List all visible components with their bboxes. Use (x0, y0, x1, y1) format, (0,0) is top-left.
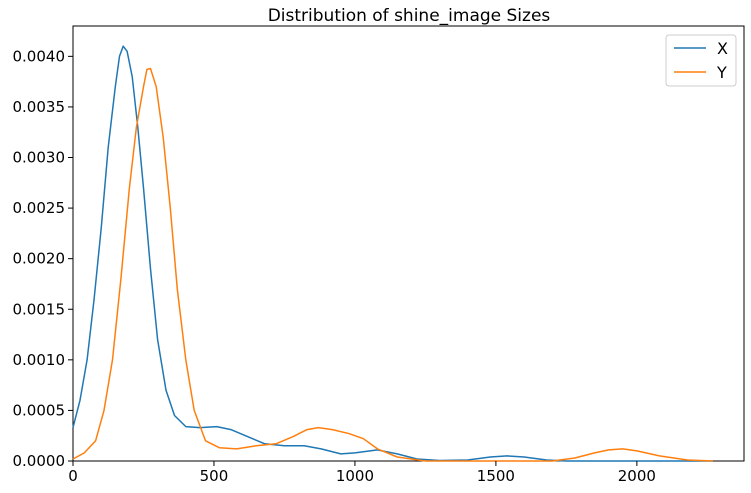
series-group (72, 45, 714, 462)
y-tick-label: 0.0030 (13, 149, 66, 167)
y-tick-label: 0.0010 (13, 351, 66, 369)
y-tick-label: 0.0015 (13, 300, 66, 318)
series-line-y (72, 67, 714, 462)
y-tick-label: 0.0035 (13, 98, 66, 116)
y-axis: 0.0000 0.0005 0.0010 0.0015 0.0020 0.0025 0.00… (13, 47, 73, 470)
y-tick-label: 0.0025 (13, 199, 66, 217)
chart-title: Distribution of shine_image Sizes (268, 6, 551, 26)
y-tick-label: 0.0020 (13, 250, 66, 268)
legend-label-y: Y (716, 63, 727, 82)
series-line-x (72, 45, 713, 462)
x-tick-label: 0 (68, 467, 78, 485)
y-tick-label: 0.0040 (13, 47, 66, 65)
y-tick-label: 0.0000 (13, 452, 66, 470)
plot-area-frame (72, 25, 745, 462)
y-tick-label: 0.0005 (13, 401, 66, 419)
x-tick-label: 1000 (336, 467, 374, 485)
legend: XY (665, 34, 737, 87)
x-tick-label: 500 (200, 467, 229, 485)
x-axis: 0 500 1000 1500 2000 (68, 461, 656, 485)
x-tick-label: 2000 (618, 467, 656, 485)
legend-label-x: X (717, 39, 728, 58)
x-tick-label: 1500 (477, 467, 515, 485)
